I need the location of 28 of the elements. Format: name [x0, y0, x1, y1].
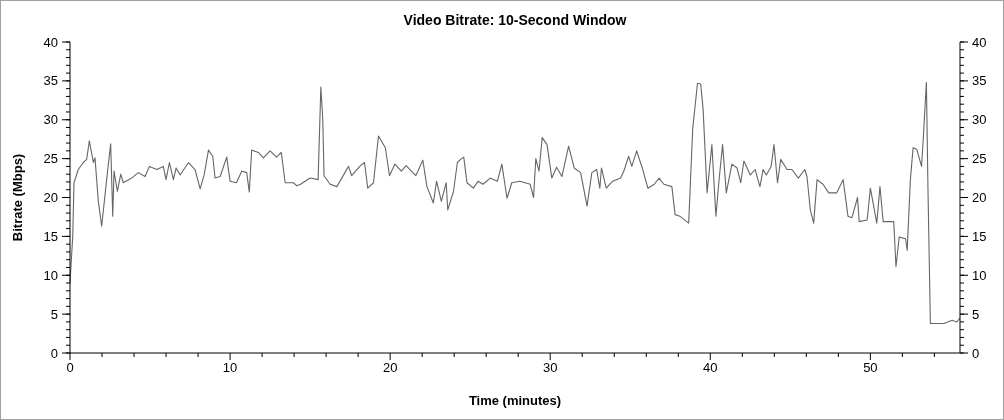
y-tick-label: 40	[43, 34, 58, 50]
y-tick-label: 5	[50, 306, 58, 322]
line-series	[69, 81, 961, 325]
y2-tick-label: 10	[972, 267, 987, 283]
chart-title: Video Bitrate: 10-Second Window	[403, 12, 627, 28]
y-tick-label: 10	[43, 267, 58, 283]
y-tick-label: 15	[43, 228, 58, 244]
x-tick-label: 50	[863, 360, 878, 375]
y-tick-label: 0	[50, 345, 58, 361]
x-tick-label: 40	[703, 360, 718, 375]
x-axis-title: Time (minutes)	[468, 393, 562, 408]
y-tick-label: 30	[43, 112, 58, 128]
y2-tick-label: 20	[972, 190, 987, 206]
y2-tick-label: 35	[972, 73, 987, 89]
y2-tick-label: 25	[972, 151, 987, 167]
y-tick-label: 35	[43, 73, 58, 89]
y2-tick-label: 40	[972, 34, 987, 50]
y2-tick-label: 0	[972, 345, 980, 361]
y-tick-label: 25	[43, 151, 58, 167]
y2-tick-label: 30	[972, 112, 987, 128]
x-tick-label: 0	[66, 360, 74, 375]
y-axis-title: Bitrate (Mbps)	[10, 153, 25, 242]
x-tick-label: 10	[222, 360, 238, 375]
x-tick-label: 30	[542, 360, 558, 375]
x-tick-label: 20	[382, 360, 398, 375]
y-tick-label: 20	[43, 190, 58, 206]
y2-tick-label: 15	[972, 228, 987, 244]
y2-tick-label: 5	[972, 306, 980, 322]
